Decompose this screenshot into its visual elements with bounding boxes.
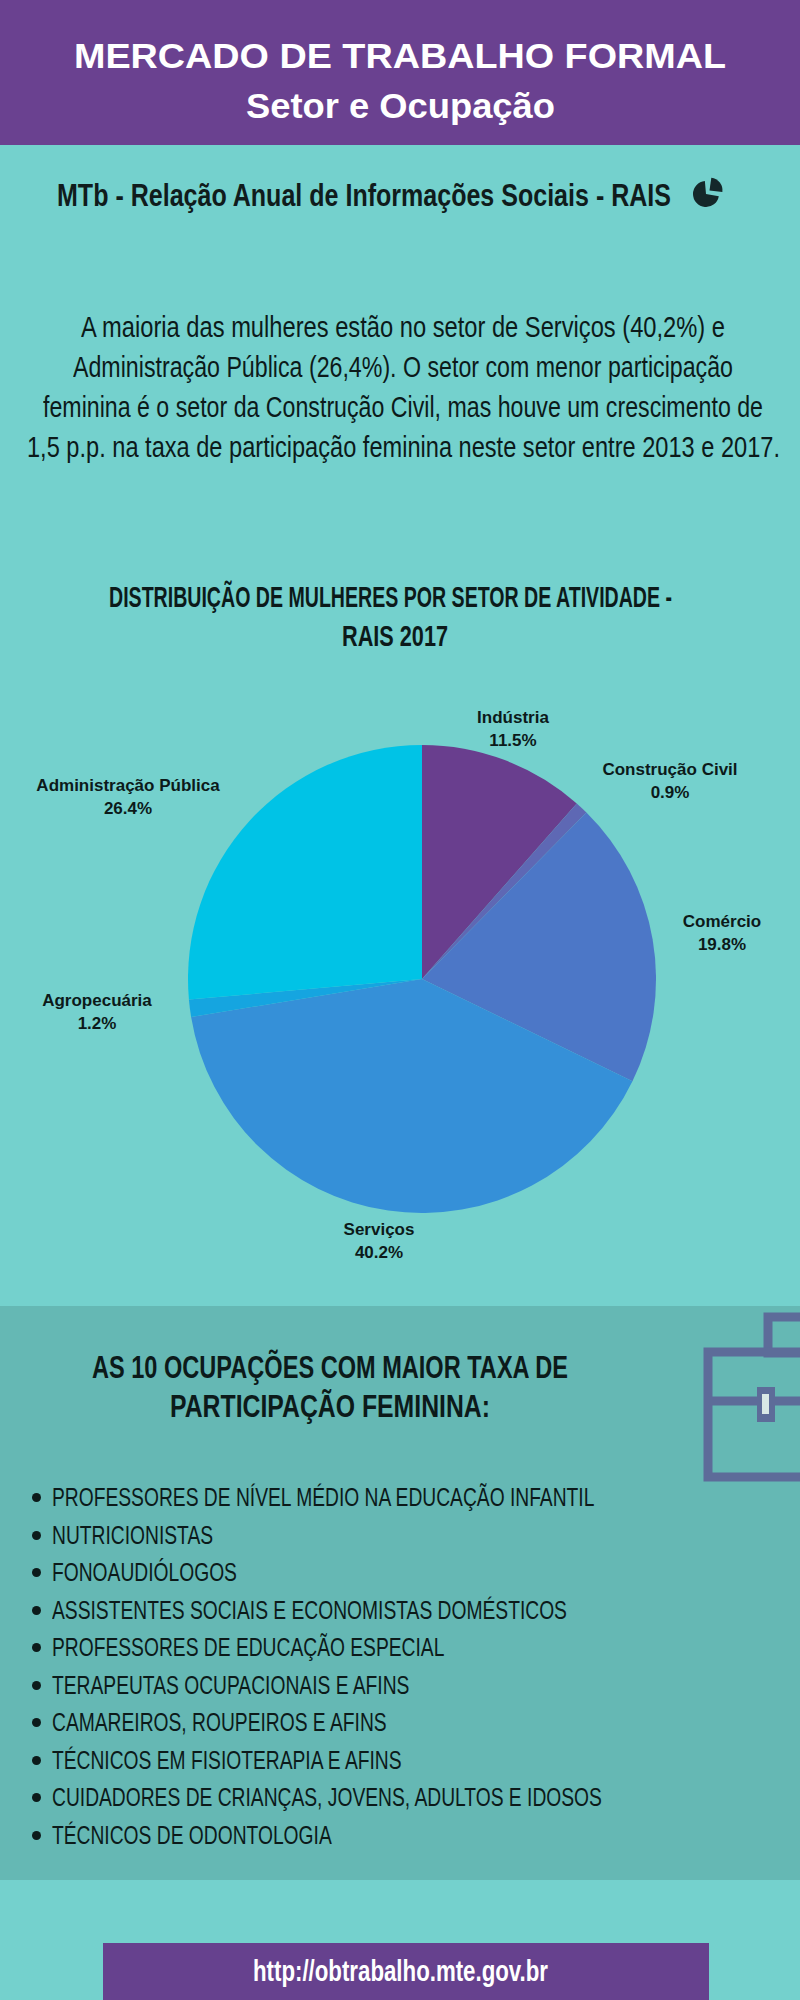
bullet-dot [32,1831,41,1840]
infographic-page: MERCADO DE TRABALHO FORMAL Setor e Ocupa… [0,0,800,2000]
chart-title-line2: RAIS 2017 [0,621,800,651]
bullet-dot [32,1643,41,1652]
bullet-dot [32,1568,41,1577]
list-item: PROFESSORES DE EDUCAÇÃO ESPECIAL [0,1629,760,1667]
list-item: NUTRICIONISTAS [0,1517,760,1555]
bullet-dot [32,1718,41,1727]
footer-bar: http://obtrabalho.mte.gov.br [103,1943,709,2000]
footer-url-line: http://obtrabalho.mte.gov.br [103,1943,709,2000]
list-item-text: TERAPEUTAS OCUPACIONAIS E AFINS [52,1667,409,1705]
list-item-text: ASSISTENTES SOCIAIS E ECONOMISTAS DOMÉST… [52,1592,567,1630]
list-item-text: TÉCNICOS DE ODONTOLOGIA [52,1817,332,1855]
list-item-text: CAMAREIROS, ROUPEIROS E AFINS [52,1704,387,1742]
list-item: TÉCNICOS DE ODONTOLOGIA [0,1817,760,1855]
list-item-text: FONOAUDIÓLOGOS [52,1554,237,1592]
list-item-text: PROFESSORES DE EDUCAÇÃO ESPECIAL [52,1629,444,1667]
page-title-line2: Setor e Ocupação [0,88,800,123]
header-banner: MERCADO DE TRABALHO FORMAL Setor e Ocupa… [0,0,800,145]
pie-slice-label: Construção Civil0.9% [520,758,800,804]
list-item: PROFESSORES DE NÍVEL MÉDIO NA EDUCAÇÃO I… [0,1479,760,1517]
chart-title-line1: DISTRIBUIÇÃO DE MULHERES POR SETOR DE AT… [0,582,800,612]
bullet-dot [32,1681,41,1690]
pie-slice-label: Agropecuária1.2% [0,989,247,1035]
list-item: CUIDADORES DE CRIANÇAS, JOVENS, ADULTOS … [0,1779,760,1817]
pie-chart-icon [692,177,724,213]
footer-url: http://obtrabalho.mte.gov.br [253,1943,548,2000]
list-item-text: NUTRICIONISTAS [52,1517,213,1555]
occupations-list: PROFESSORES DE NÍVEL MÉDIO NA EDUCAÇÃO I… [0,1479,760,1854]
occupations-heading-line1: AS 10 OCUPAÇÕES COM MAIOR TAXA DE [0,1352,800,1383]
intro-line: 1,5 p.p. na taxa de participação feminin… [0,427,800,467]
list-item-text: TÉCNICOS EM FISIOTERAPIA E AFINS [52,1742,402,1780]
pie-slice-label: Comércio19.8% [572,910,800,956]
bullet-dot [32,1756,41,1765]
bullet-dot [32,1531,41,1540]
bullet-dot [32,1606,41,1615]
briefcase-icon [700,1309,800,1493]
pie-slice-label: Administração Pública26.4% [0,774,278,820]
list-item-text: CUIDADORES DE CRIANÇAS, JOVENS, ADULTOS … [52,1779,602,1817]
list-item-text: PROFESSORES DE NÍVEL MÉDIO NA EDUCAÇÃO I… [52,1479,594,1517]
pie-slice-label: Indústria11.5% [363,706,663,752]
bullet-dot [32,1493,41,1502]
list-item: CAMAREIROS, ROUPEIROS E AFINS [0,1704,760,1742]
bullet-dot [32,1793,41,1802]
pie-slice-label: Serviços40.2% [229,1218,529,1264]
subtitle: MTb - Relação Anual de Informações Socia… [0,180,800,212]
page-title-line1: MERCADO DE TRABALHO FORMAL [0,38,800,73]
occupations-heading-line2: PARTICIPAÇÃO FEMININA: [0,1391,800,1422]
list-item: TERAPEUTAS OCUPACIONAIS E AFINS [0,1667,760,1705]
list-item: ASSISTENTES SOCIAIS E ECONOMISTAS DOMÉST… [0,1592,760,1630]
intro-line: A maioria das mulheres estão no setor de… [0,307,800,347]
intro-line: feminina é o setor da Construção Civil, … [0,387,800,427]
intro-line: Administração Pública (26,4%). O setor c… [0,347,800,387]
list-item: TÉCNICOS EM FISIOTERAPIA E AFINS [0,1742,760,1780]
list-item: FONOAUDIÓLOGOS [0,1554,760,1592]
